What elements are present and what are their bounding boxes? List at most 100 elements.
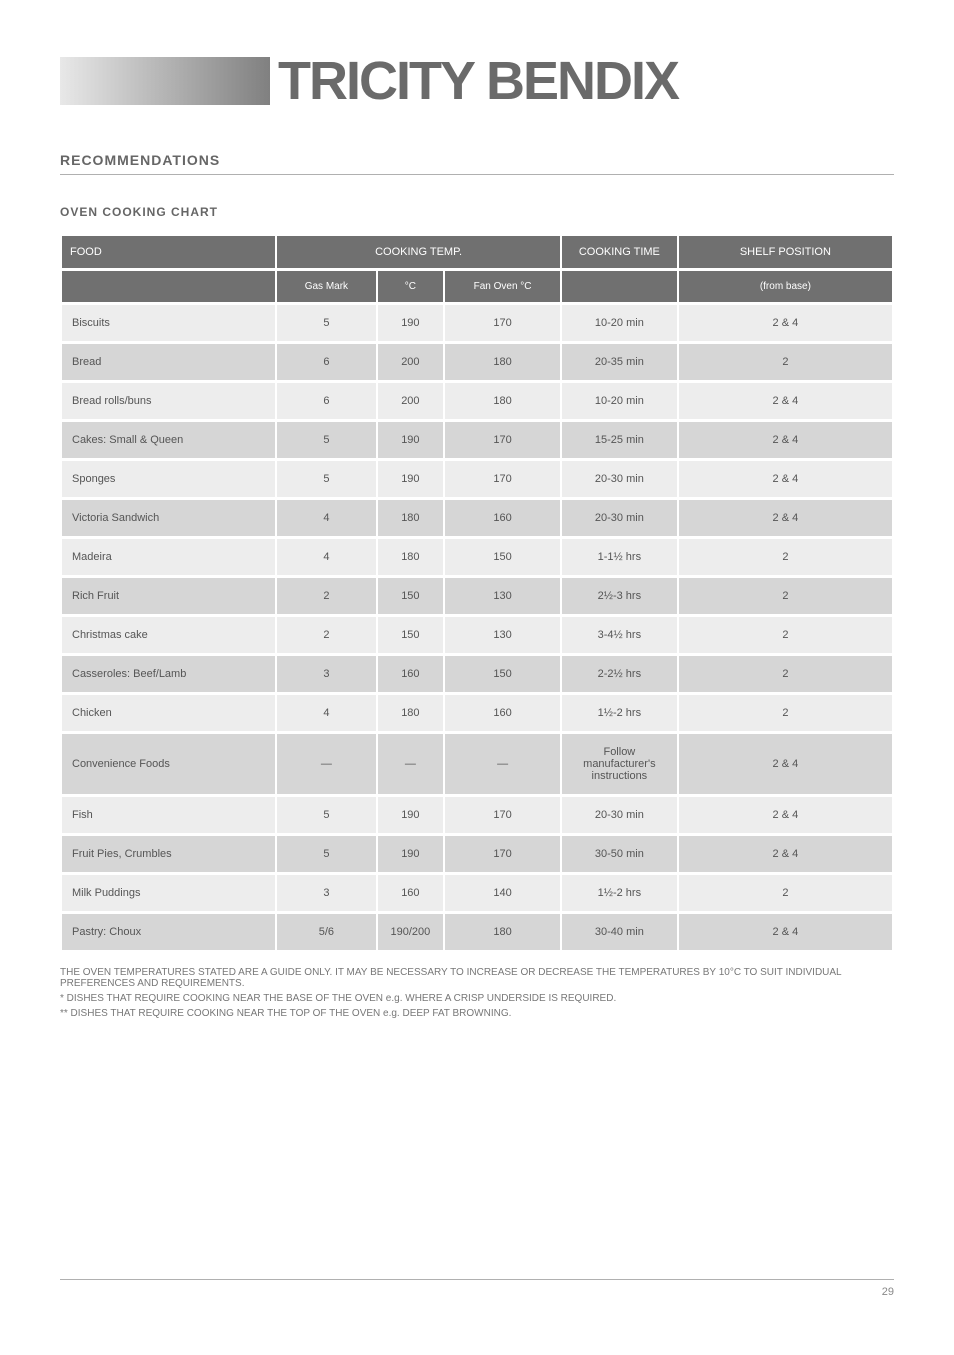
cell-temp: 160 (378, 875, 444, 911)
table-row: Bread rolls/buns620018010-20 min2 & 4 (62, 383, 892, 419)
subheader-from-base: (from base) (679, 271, 892, 302)
cell-time: 1-1½ hrs (562, 539, 677, 575)
section-title: RECOMMENDATIONS (60, 152, 894, 175)
cell-fan-oven: 160 (445, 500, 560, 536)
cell-food: Biscuits (62, 305, 275, 341)
cell-temp: 190 (378, 422, 444, 458)
cell-temp: 190 (378, 836, 444, 872)
cell-position: 2 & 4 (679, 422, 892, 458)
cell-temp: 180 (378, 500, 444, 536)
cell-fan-oven: 130 (445, 578, 560, 614)
cell-fan-oven: 170 (445, 305, 560, 341)
cell-time: 1½-2 hrs (562, 695, 677, 731)
cell-position: 2 & 4 (679, 914, 892, 950)
cell-gas-mark: 5/6 (277, 914, 375, 950)
cooking-chart-table: FOOD COOKING TEMP. COOKING TIME SHELF PO… (60, 233, 894, 953)
cell-temp: 150 (378, 578, 444, 614)
footnotes: THE OVEN TEMPERATURES STATED ARE A GUIDE… (60, 967, 894, 1019)
header-food: FOOD (62, 236, 275, 268)
cell-time: 20-30 min (562, 461, 677, 497)
cell-gas-mark: 5 (277, 461, 375, 497)
cell-fan-oven: 150 (445, 539, 560, 575)
cell-gas-mark: — (277, 734, 375, 794)
cell-temp: 190 (378, 461, 444, 497)
cell-position: 2 (679, 539, 892, 575)
cell-gas-mark: 6 (277, 344, 375, 380)
table-row: Fish519017020-30 min2 & 4 (62, 797, 892, 833)
cell-position: 2 & 4 (679, 836, 892, 872)
cell-gas-mark: 3 (277, 656, 375, 692)
cell-gas-mark: 3 (277, 875, 375, 911)
brand-header: TRICITY BENDIX (60, 50, 894, 112)
cell-fan-oven: 180 (445, 383, 560, 419)
cell-gas-mark: 4 (277, 500, 375, 536)
section-subtitle: OVEN COOKING CHART (60, 205, 894, 219)
cell-temp: 180 (378, 539, 444, 575)
cell-position: 2 & 4 (679, 461, 892, 497)
page-number: 29 (882, 1286, 894, 1298)
page-footer: 29 (60, 1279, 894, 1298)
table-row: Fruit Pies, Crumbles519017030-50 min2 & … (62, 836, 892, 872)
header-cooking-time: COOKING TIME (562, 236, 677, 268)
cell-position: 2 & 4 (679, 797, 892, 833)
cell-fan-oven: 180 (445, 344, 560, 380)
cell-gas-mark: 4 (277, 539, 375, 575)
cell-food: Madeira (62, 539, 275, 575)
cell-fan-oven: 140 (445, 875, 560, 911)
footnote-line: THE OVEN TEMPERATURES STATED ARE A GUIDE… (60, 967, 894, 989)
table-row: Victoria Sandwich418016020-30 min2 & 4 (62, 500, 892, 536)
table-row: Madeira41801501-1½ hrs2 (62, 539, 892, 575)
cell-time: 1½-2 hrs (562, 875, 677, 911)
cell-fan-oven: 160 (445, 695, 560, 731)
cell-fan-oven: 170 (445, 797, 560, 833)
cell-position: 2 (679, 656, 892, 692)
table-row: Cakes: Small & Queen519017015-25 min2 & … (62, 422, 892, 458)
table-sub-header-row: Gas Mark °C Fan Oven °C (from base) (62, 271, 892, 302)
cell-fan-oven: 180 (445, 914, 560, 950)
cell-time: 20-30 min (562, 797, 677, 833)
cell-temp: 200 (378, 383, 444, 419)
cell-food: Christmas cake (62, 617, 275, 653)
cell-gas-mark: 2 (277, 617, 375, 653)
table-row: Rich Fruit21501302½-3 hrs2 (62, 578, 892, 614)
cell-gas-mark: 4 (277, 695, 375, 731)
cell-temp: 200 (378, 344, 444, 380)
cell-temp: 190 (378, 305, 444, 341)
cell-position: 2 & 4 (679, 305, 892, 341)
cell-food: Convenience Foods (62, 734, 275, 794)
cell-food: Pastry: Choux (62, 914, 275, 950)
cell-position: 2 (679, 695, 892, 731)
cell-food: Rich Fruit (62, 578, 275, 614)
cell-time: Follow manufacturer's instructions (562, 734, 677, 794)
subheader-blank (62, 271, 275, 302)
table-row: Casseroles: Beef/Lamb31601502-2½ hrs2 (62, 656, 892, 692)
cell-gas-mark: 2 (277, 578, 375, 614)
cell-gas-mark: 6 (277, 383, 375, 419)
cell-gas-mark: 5 (277, 797, 375, 833)
cell-food: Fruit Pies, Crumbles (62, 836, 275, 872)
cell-time: 15-25 min (562, 422, 677, 458)
cell-fan-oven: 150 (445, 656, 560, 692)
brand-name: TRICITY BENDIX (278, 50, 678, 112)
footnote-line: ** DISHES THAT REQUIRE COOKING NEAR THE … (60, 1008, 894, 1019)
cell-time: 2-2½ hrs (562, 656, 677, 692)
table-row: Pastry: Choux5/6190/20018030-40 min2 & 4 (62, 914, 892, 950)
cell-position: 2 (679, 875, 892, 911)
cell-position: 2 (679, 578, 892, 614)
cell-gas-mark: 5 (277, 836, 375, 872)
cell-time: 10-20 min (562, 383, 677, 419)
cell-position: 2 (679, 617, 892, 653)
cell-time: 2½-3 hrs (562, 578, 677, 614)
cell-time: 30-40 min (562, 914, 677, 950)
cell-food: Milk Puddings (62, 875, 275, 911)
cell-temp: 190 (378, 797, 444, 833)
cell-position: 2 & 4 (679, 383, 892, 419)
cell-temp: — (378, 734, 444, 794)
table-row: Convenience Foods———Follow manufacturer'… (62, 734, 892, 794)
cell-temp: 160 (378, 656, 444, 692)
cell-time: 20-30 min (562, 500, 677, 536)
cell-temp: 150 (378, 617, 444, 653)
subheader-temp-c: °C (378, 271, 444, 302)
cell-food: Cakes: Small & Queen (62, 422, 275, 458)
table-group-header-row: FOOD COOKING TEMP. COOKING TIME SHELF PO… (62, 236, 892, 268)
